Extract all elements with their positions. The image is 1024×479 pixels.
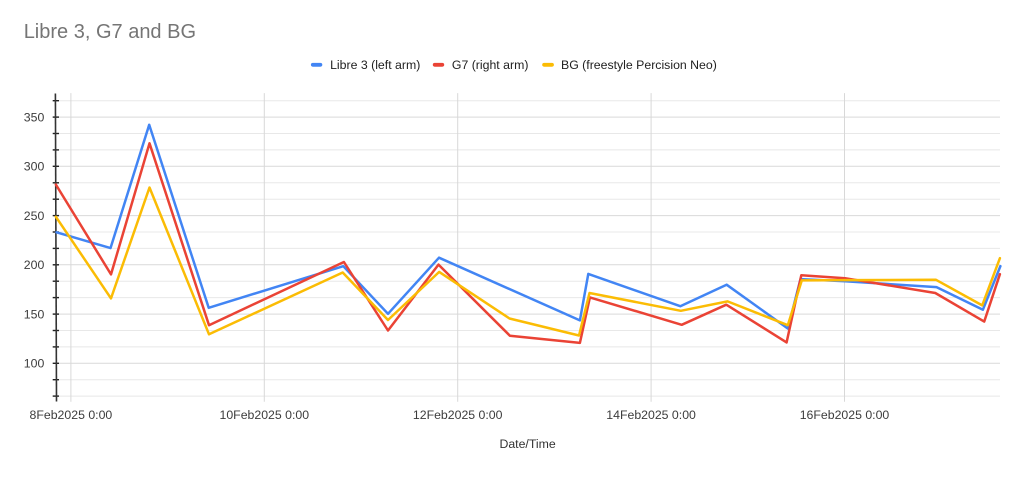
svg-text:10Feb2025 0:00: 10Feb2025 0:00 (220, 408, 310, 422)
svg-text:250: 250 (24, 209, 45, 223)
svg-text:Libre 3 (left arm): Libre 3 (left arm) (330, 58, 420, 72)
svg-text:200: 200 (24, 258, 45, 272)
svg-text:16Feb2025 0:00: 16Feb2025 0:00 (800, 408, 890, 422)
svg-text:150: 150 (24, 307, 45, 321)
svg-text:8Feb2025 0:00: 8Feb2025 0:00 (30, 408, 113, 422)
svg-text:350: 350 (24, 110, 45, 124)
svg-text:14Feb2025 0:00: 14Feb2025 0:00 (606, 408, 696, 422)
svg-text:12Feb2025 0:00: 12Feb2025 0:00 (413, 408, 503, 422)
svg-text:BG (freestyle Percision Neo): BG (freestyle Percision Neo) (561, 58, 717, 72)
svg-text:G7 (right arm): G7 (right arm) (452, 58, 529, 72)
svg-text:100: 100 (24, 357, 45, 371)
svg-text:Libre 3, G7 and BG: Libre 3, G7 and BG (24, 21, 196, 43)
svg-text:Date/Time: Date/Time (499, 437, 555, 451)
svg-text:300: 300 (24, 160, 45, 174)
